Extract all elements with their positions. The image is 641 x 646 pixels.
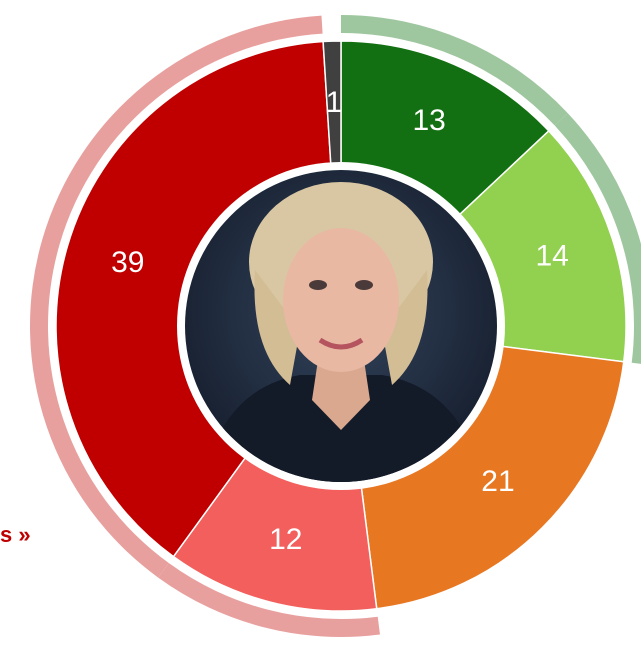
data-label: 21 [481, 465, 514, 498]
data-label: 14 [535, 239, 568, 272]
eye [309, 280, 327, 290]
data-label: 39 [111, 246, 144, 279]
chart: s » 13 14 21 12 39 1 [0, 0, 641, 646]
annotation: s » [0, 522, 31, 547]
data-label: 12 [269, 523, 302, 556]
data-label: 13 [412, 104, 445, 137]
face [283, 228, 399, 372]
page: s » 13142112391 (() => { const data = JS… [0, 0, 641, 646]
eye [355, 280, 373, 290]
data-label: 1 [326, 86, 343, 119]
